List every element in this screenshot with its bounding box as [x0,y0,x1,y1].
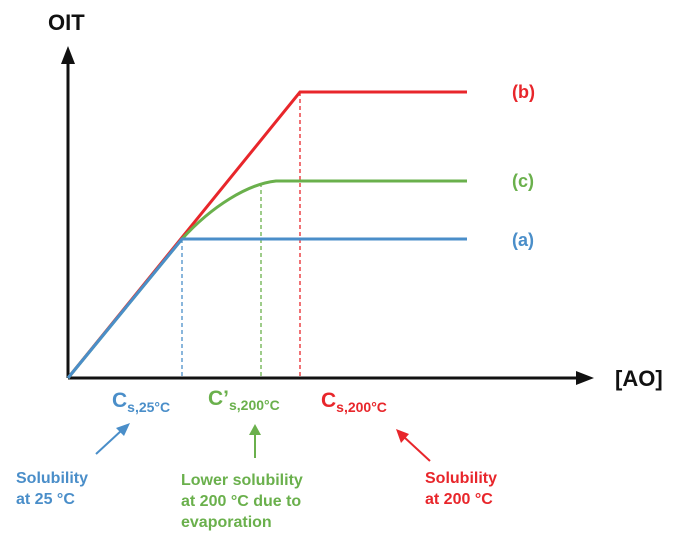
note-lower-solubility: Lower solubility at 200 °C due to evapor… [181,472,303,531]
curve-c [66,179,467,379]
cs25-label: Cs,25°C [112,389,170,415]
cs200-sub: s,200°C [336,399,387,415]
cs25-arrowhead [116,423,130,436]
x-axis-label: [AO] [615,366,663,391]
y-axis-label: OIT [48,10,85,35]
curve-a [66,237,467,379]
curve-a-label: (a) [512,230,534,250]
x-axis-arrowhead [576,371,594,385]
curve-b-label: (b) [512,82,535,102]
y-axis-arrowhead [61,46,75,64]
cs200-label: Cs,200°C [321,389,387,415]
cs25-sub: s,25°C [127,399,171,415]
cs200-arrowhead [396,429,409,443]
note-solubility-200: Solubility at 200 °C [425,470,497,508]
curve-b [66,90,467,379]
curve-c-label: (c) [512,171,534,191]
cs200-prime-main: C’ [208,387,229,410]
cs200-main: C [321,389,337,412]
cs200-prime-label: C’s,200°C [208,387,280,413]
cs25-main: C [112,389,128,412]
note-solubility-25: Solubility at 25 °C [16,470,88,508]
cs200-prime-arrowhead [249,424,261,435]
cs200-prime-sub: s,200°C [229,397,280,413]
cs25-arrow [95,429,123,455]
cs200-arrow [403,436,431,462]
